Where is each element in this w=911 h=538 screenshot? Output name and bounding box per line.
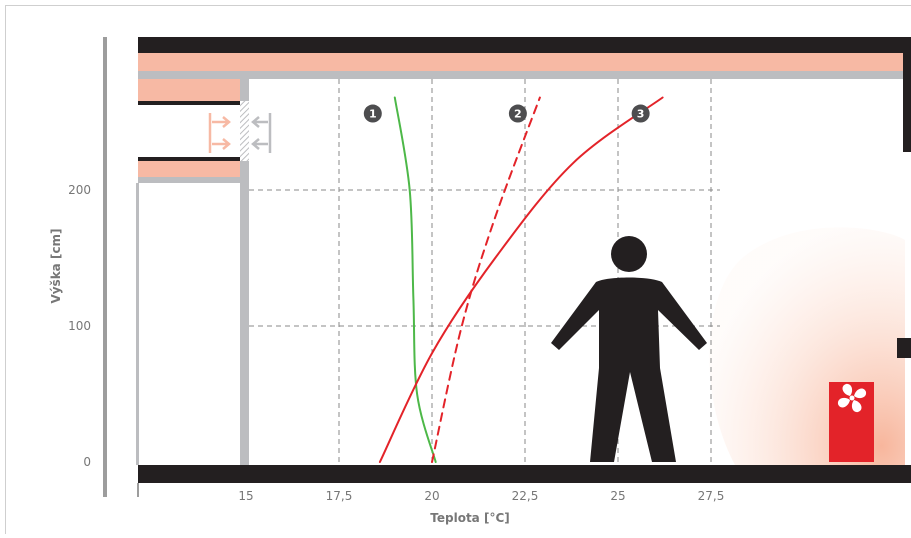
y-tick-label: 100: [68, 319, 91, 333]
wall-lower-plaster: [138, 177, 240, 183]
inner-wall: [240, 79, 249, 465]
vent-airflow-arrows-icon: [208, 113, 272, 153]
x-tick-label: 22,5: [512, 489, 539, 503]
x-axis-left-stub: [137, 483, 139, 497]
x-tick-label: 17,5: [326, 489, 353, 503]
y-tick-labels: 0 100 200: [68, 183, 91, 469]
person-silhouette-icon: [551, 236, 707, 462]
curve-1: [393, 96, 437, 463]
curve-badge-1: 1: [363, 104, 382, 123]
curve-badge-2: 2: [508, 104, 527, 123]
ceiling-insulation: [138, 53, 903, 71]
curve-badge-label: 1: [369, 108, 377, 121]
y-tick-label: 200: [68, 183, 91, 197]
curve-badges: 1 2 3: [363, 104, 650, 123]
temperature-curves: [378, 96, 664, 463]
x-axis-title: Teplota [°C]: [430, 511, 509, 525]
wall-upper-insulation: [138, 79, 240, 101]
right-wall-mid: [897, 338, 911, 358]
y-tick-label: 0: [83, 455, 91, 469]
curve-badge-3: 3: [631, 104, 650, 123]
y-axis-bar: [103, 37, 107, 497]
warm-air-zone: [709, 227, 905, 465]
fan-heater-icon: [837, 383, 867, 413]
wall-upper-edge: [138, 101, 240, 105]
x-tick-label: 15: [238, 489, 253, 503]
wall-lower-insulation: [138, 161, 240, 177]
x-tick-label: 20: [424, 489, 439, 503]
x-tick-labels: 15 17,5 20 22,5 25 27,5: [238, 489, 724, 503]
x-tick-label: 27,5: [698, 489, 725, 503]
ceiling-plaster: [138, 71, 903, 79]
ceiling-slab: [138, 37, 911, 53]
curve-badge-label: 3: [637, 108, 645, 121]
left-wall-edge: [136, 183, 139, 465]
chart-grid: [249, 79, 720, 465]
vent-grille: [240, 101, 249, 161]
curve-badge-label: 2: [514, 108, 522, 121]
wall-lower-edge: [138, 157, 240, 161]
heater: [829, 382, 874, 462]
curve-2: [431, 96, 541, 463]
x-tick-label: 25: [610, 489, 625, 503]
y-axis-title: Výška [cm]: [49, 228, 63, 303]
floor-slab: [138, 465, 911, 483]
right-wall-top: [903, 37, 911, 152]
curve-3: [378, 96, 664, 463]
